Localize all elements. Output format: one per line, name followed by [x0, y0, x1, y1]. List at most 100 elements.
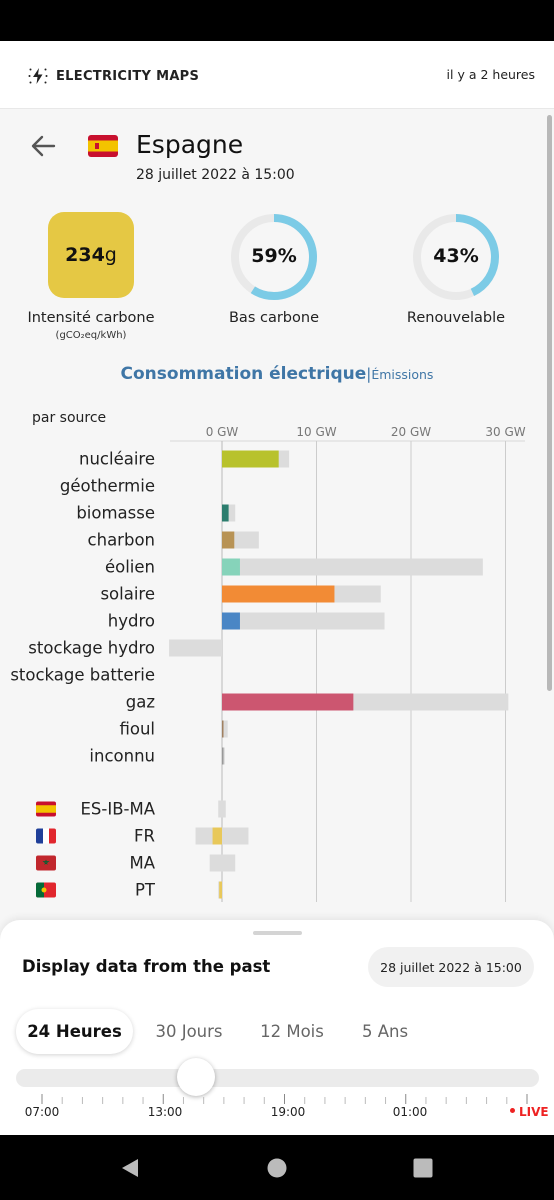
capacity-bar-4 [222, 558, 483, 576]
range-tab-24h[interactable]: 24 Heures [16, 1009, 133, 1054]
category-label-9: gaz [125, 692, 155, 712]
production-bar-11 [222, 747, 224, 765]
renewable-ring [413, 214, 499, 300]
selected-date-button[interactable]: 28 juillet 2022 à 15:00 [368, 947, 534, 987]
production-bar-9 [222, 693, 354, 711]
category-label-11: inconnu [89, 746, 155, 766]
capacity-bar-3 [222, 531, 259, 549]
tab-separator: | [366, 365, 372, 383]
production-bar-6 [222, 612, 240, 630]
last-updated: il y a 2 heures [446, 67, 535, 82]
renewable-label: Renouvelable [406, 310, 506, 326]
range-tab-30d[interactable]: 30 Jours [155, 1022, 223, 1041]
capacity-bar-11 [222, 747, 225, 765]
x-tick-label-0: 0 GW [205, 425, 239, 439]
time-slider-thumb[interactable] [177, 1058, 216, 1096]
time-controller-sheet: Display data from the past 28 juillet 20… [0, 920, 554, 1135]
es-flag-icon [36, 801, 56, 817]
fr-flag-icon [36, 828, 56, 844]
tab-emissions[interactable]: Émissions [371, 367, 434, 382]
carbon-intensity-unit-label: (gCO₂eq/kWh) [55, 330, 127, 341]
low-carbon-ring-arc [231, 214, 317, 300]
capacity-bar-2 [222, 504, 236, 522]
category-label-4: éolien [104, 557, 155, 577]
production-bar-2 [222, 504, 229, 522]
nav-home-icon[interactable] [266, 1157, 288, 1179]
pt-flag-icon [36, 882, 56, 898]
exchange-capacity-bar-1 [195, 827, 249, 845]
live-label: LIVE [519, 1105, 549, 1119]
renewable-gauge: 43% [412, 213, 500, 301]
low-carbon-value: 59% [251, 245, 297, 267]
android-nav-bar [0, 1135, 554, 1200]
tab-consumption[interactable]: Consommation électrique [120, 364, 367, 384]
back-arrow-icon[interactable] [30, 133, 56, 159]
exchange-bar-1 [212, 827, 222, 845]
category-label-1: géothermie [59, 476, 155, 496]
capacity-bar-5 [222, 585, 381, 603]
exchange-zone-label-1: FR [134, 826, 155, 846]
exchange-zone-label-3: PT [134, 880, 155, 900]
live-dot-icon [510, 1108, 515, 1113]
status-bar [0, 0, 554, 41]
past-data-title: Display data from the past [22, 957, 271, 976]
low-carbon-ring [231, 214, 317, 300]
production-bar-4 [222, 558, 240, 576]
sheet-handle[interactable] [253, 931, 302, 935]
renewable-ring-arc [413, 214, 499, 300]
production-bar-5 [222, 585, 335, 603]
carbon-intensity-label: Intensité carbone [27, 310, 155, 326]
nav-back-icon[interactable] [119, 1157, 141, 1179]
exchange-capacity-bar-2 [209, 854, 236, 872]
time-label-0: 07:00 [24, 1105, 60, 1119]
time-slider-track[interactable] [16, 1069, 539, 1087]
production-bar-3 [222, 531, 235, 549]
category-label-2: biomasse [76, 503, 155, 523]
exchange-capacity-bar-3 [218, 881, 223, 899]
exchange-zone-label-0: ES-IB-MA [80, 799, 155, 819]
zone-name: Espagne [136, 130, 244, 159]
zone-datetime: 28 juillet 2022 à 15:00 [136, 167, 295, 183]
app-header: ELECTRICITY MAPS il y a 2 heures [0, 41, 554, 109]
category-label-6: hydro [107, 611, 155, 631]
category-label-0: nucléaire [79, 449, 155, 469]
time-label-2: 19:00 [270, 1105, 306, 1119]
production-bar-10 [222, 720, 224, 738]
capacity-bar-7 [169, 639, 222, 657]
renewable-value: 43% [433, 245, 479, 267]
capacity-bar-10 [222, 720, 228, 738]
exchange-zone-label-2: MA [129, 853, 155, 873]
x-tick-label-3: 30 GW [485, 425, 526, 439]
range-tab-12m[interactable]: 12 Mois [260, 1022, 324, 1041]
ma-flag-icon [36, 855, 56, 871]
spain-flag-icon [88, 135, 118, 157]
range-tab-5y[interactable]: 5 Ans [361, 1022, 409, 1041]
carbon-intensity-badge: 234 g [48, 212, 134, 298]
time-label-3: 01:00 [392, 1105, 428, 1119]
category-label-10: fioul [119, 719, 155, 739]
carbon-intensity-value: 234 [65, 244, 105, 266]
carbon-intensity-unit: g [104, 244, 117, 266]
x-tick-label-1: 10 GW [296, 425, 337, 439]
low-carbon-gauge: 59% [230, 213, 318, 301]
time-label-1: 13:00 [147, 1105, 183, 1119]
capacity-bar-0 [222, 450, 290, 468]
nav-recents-icon[interactable] [412, 1157, 434, 1179]
exchange-capacity-bar-0 [218, 800, 226, 818]
chart-by-source-label: par source [32, 410, 107, 426]
exchange-bar-3 [219, 881, 222, 899]
electricity-maps-logo-icon [28, 68, 48, 84]
category-label-5: solaire [100, 584, 155, 604]
x-tick-label-2: 20 GW [390, 425, 432, 439]
brand-name: ELECTRICITY MAPS [56, 69, 200, 84]
live-indicator[interactable]: LIVE [510, 1105, 549, 1119]
production-bar-0 [222, 450, 279, 468]
category-label-8: stockage batterie [10, 665, 155, 685]
category-label-7: stockage hydro [28, 638, 155, 658]
capacity-bar-6 [222, 612, 385, 630]
time-slider-ticks [41, 1094, 528, 1104]
chart-mode-tabs: Consommation électrique|Émissions [0, 364, 554, 384]
category-label-3: charbon [87, 530, 155, 550]
low-carbon-label: Bas carbone [228, 310, 319, 326]
scrollbar[interactable] [547, 115, 552, 691]
